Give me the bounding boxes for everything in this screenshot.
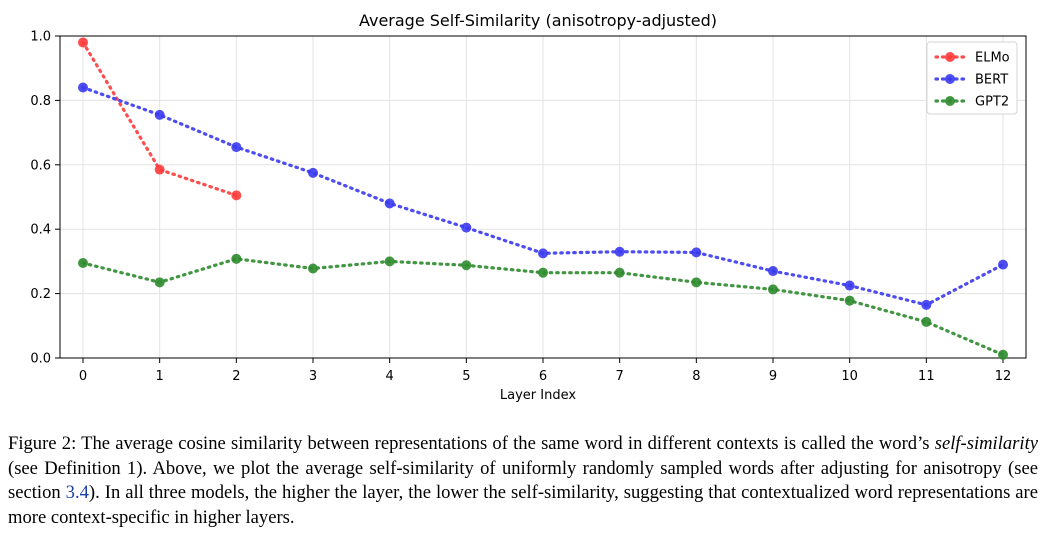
gpt2-data-point — [231, 253, 242, 264]
bert-data-point — [614, 246, 625, 257]
bert-data-point — [461, 222, 472, 233]
x-tick-label: 8 — [692, 369, 700, 384]
x-tick-label: 6 — [539, 369, 547, 384]
gpt2-data-point — [461, 260, 472, 271]
gpt2-data-point — [308, 263, 318, 274]
gpt2-legend-label: GPT2 — [975, 95, 1009, 110]
y-axis-ticks: 0.0 0.2 0.4 0.6 0.8 1.0 — [30, 30, 60, 367]
figure-caption: Figure 2: The average cosine similarity … — [8, 432, 1038, 530]
bert-data-point — [538, 248, 548, 259]
gpt2-data-point — [384, 256, 395, 267]
x-tick-label: 5 — [462, 369, 470, 384]
elmo-legend-label: ELMo — [975, 51, 1010, 66]
caption-label: Figure 2: — [8, 433, 77, 454]
bert-legend-marker — [945, 74, 955, 84]
series-group — [78, 37, 1008, 360]
gpt2-data-point — [844, 295, 855, 306]
gpt2-legend-marker — [945, 96, 955, 106]
x-axis-ticks: 0 1 2 3 4 5 6 7 8 9 10 11 12 — [79, 358, 1011, 384]
caption-text-2: (see Definition 1). Above, we plot the a… — [8, 457, 1038, 504]
gpt2-data-point — [691, 277, 702, 288]
x-tick-label: 4 — [386, 369, 394, 384]
elmo-data-point — [231, 190, 242, 201]
bert-data-point — [154, 109, 165, 120]
y-tick-label: 0.8 — [30, 94, 51, 109]
x-axis-label: Layer Index — [500, 388, 576, 403]
elmo-data-point — [154, 164, 165, 175]
bert-data-point — [308, 167, 318, 178]
y-tick-label: 0.4 — [30, 223, 51, 238]
caption-text-1: The average cosine similarity between re… — [81, 433, 935, 454]
x-tick-label: 1 — [156, 369, 164, 384]
x-tick-label: 9 — [769, 369, 777, 384]
bert-legend-label: BERT — [975, 73, 1008, 88]
x-tick-label: 12 — [995, 369, 1012, 384]
gpt2-data-point — [78, 258, 88, 269]
y-tick-label: 0.6 — [30, 158, 51, 173]
gpt2-data-point — [998, 349, 1008, 360]
gpt2-data-point — [154, 277, 165, 288]
gpt2-data-point — [538, 267, 548, 278]
legend: ELMo BERT GPT2 — [926, 41, 1018, 115]
bert-data-point — [921, 299, 932, 310]
bert-data-point — [691, 247, 702, 258]
caption-text-3: ). In all three models, the higher the l… — [8, 482, 1038, 528]
bert-data-point — [844, 280, 855, 291]
chart-title: Average Self-Similarity (anisotropy-adju… — [359, 11, 717, 30]
gpt2-data-point — [768, 284, 778, 295]
gpt2-data-point — [614, 267, 625, 278]
y-tick-label: 1.0 — [30, 30, 51, 45]
elmo-data-point — [78, 37, 88, 48]
bert-data-point — [998, 259, 1008, 270]
caption-term: self-similarity — [934, 433, 1038, 454]
line-chart: Average Self-Similarity (anisotropy-adju… — [30, 11, 1027, 403]
gpt2-data-point — [921, 316, 932, 327]
bert-data-point — [384, 198, 395, 209]
y-tick-label: 0.2 — [30, 287, 51, 302]
bert-data-point — [768, 266, 778, 277]
x-tick-label: 3 — [309, 369, 317, 384]
x-tick-label: 11 — [918, 369, 935, 384]
section-reference-link[interactable]: 3.4 — [65, 482, 89, 503]
x-tick-label: 10 — [841, 369, 858, 384]
x-tick-label: 7 — [616, 369, 624, 384]
bert-data-point — [231, 142, 242, 153]
bert-data-point — [78, 82, 88, 93]
x-tick-label: 0 — [79, 369, 87, 384]
x-tick-label: 2 — [232, 369, 240, 384]
y-tick-label: 0.0 — [30, 352, 51, 367]
elmo-legend-marker — [945, 52, 955, 62]
